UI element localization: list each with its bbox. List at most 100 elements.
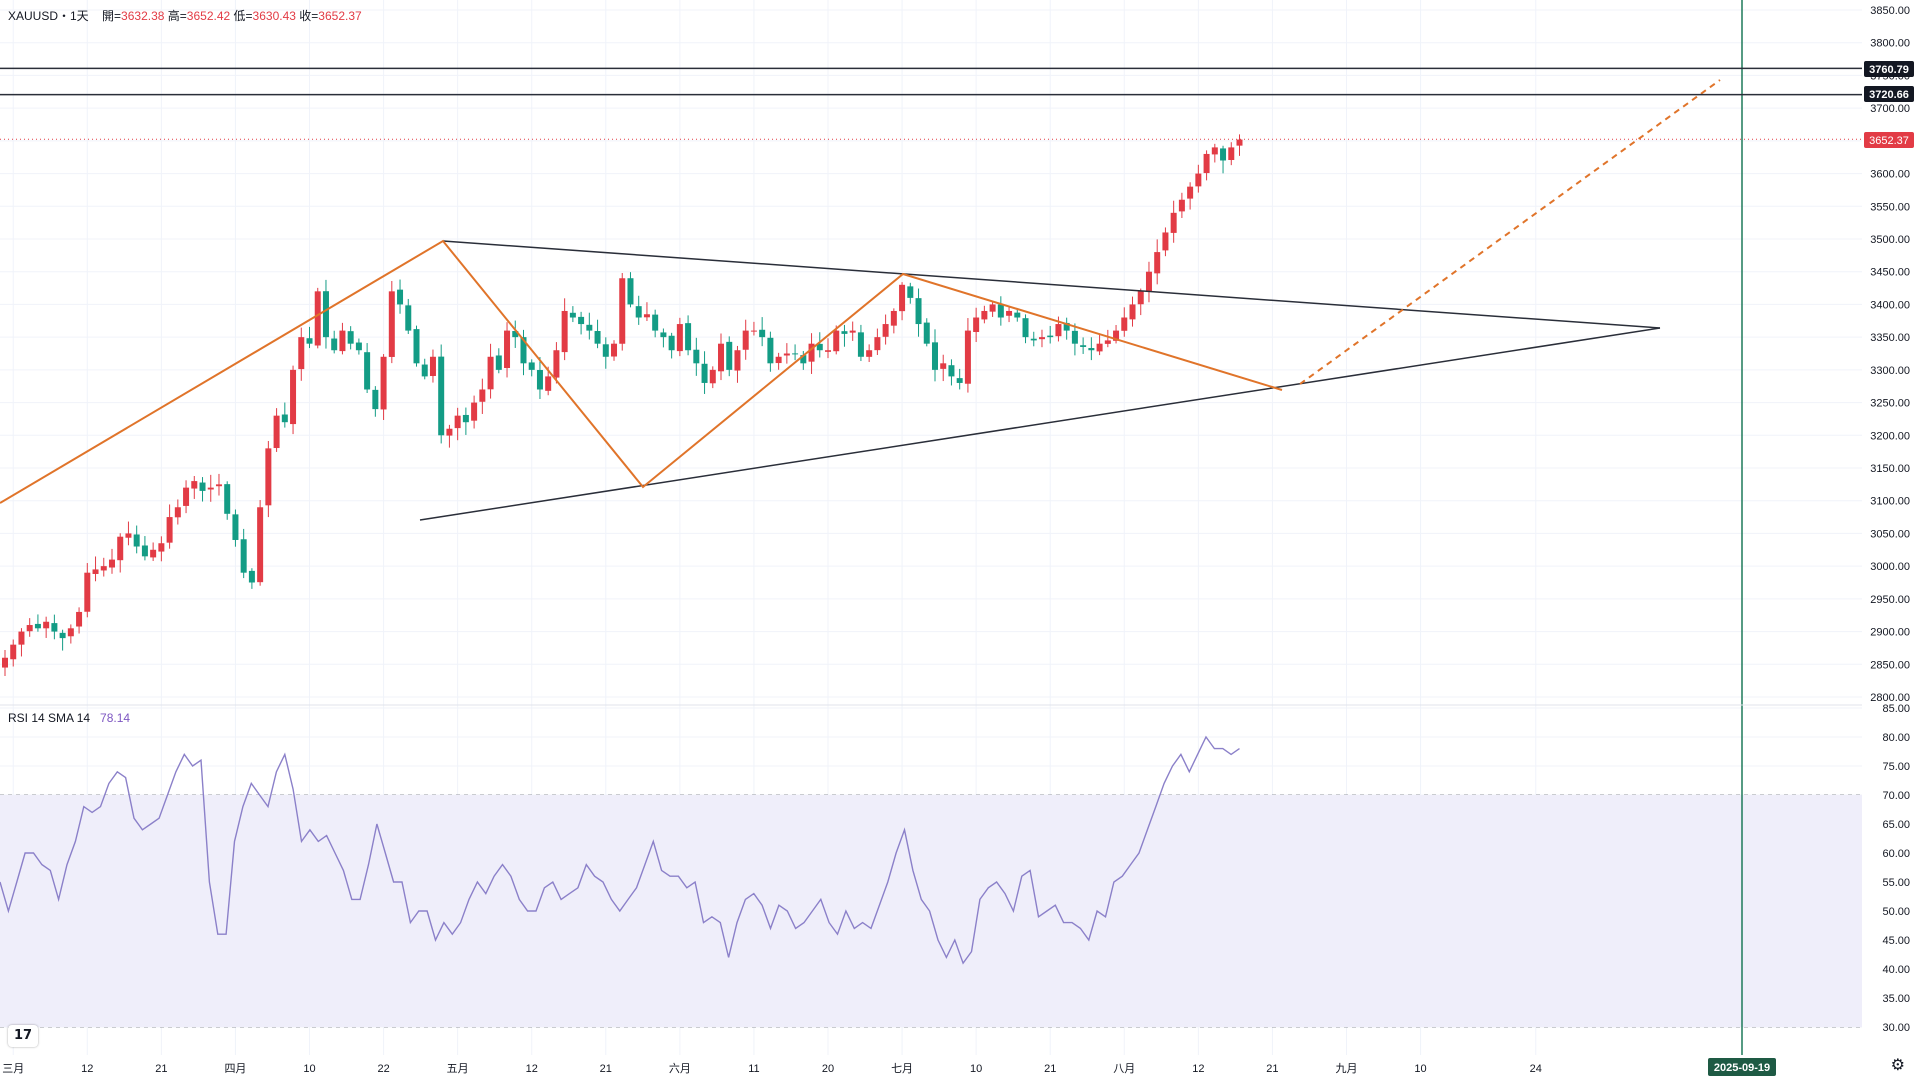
candle-body xyxy=(1113,330,1120,341)
candle-body xyxy=(709,369,716,384)
candle-body xyxy=(1014,312,1021,318)
candle-body xyxy=(76,611,83,627)
candle-body xyxy=(849,330,856,333)
candle-body xyxy=(1055,324,1062,337)
price-label-line-a: 3760.79 xyxy=(1869,64,1909,76)
candle-body xyxy=(561,310,568,353)
candle-body xyxy=(290,369,297,425)
candle-body xyxy=(265,448,272,506)
time-tick-label: 八月 xyxy=(1113,1063,1135,1075)
candle-body xyxy=(454,415,461,429)
price-label-line-b-bg xyxy=(1864,86,1914,102)
candle-body xyxy=(1129,304,1136,320)
candle-body xyxy=(240,539,247,573)
candle-body xyxy=(174,507,181,518)
candle-body xyxy=(643,314,650,318)
candle-body xyxy=(108,559,115,568)
rsi-tick-label: 70.00 xyxy=(1882,790,1910,802)
candle-body xyxy=(750,330,757,332)
candle-body xyxy=(1236,139,1243,146)
candle-body xyxy=(421,364,428,377)
time-tick-label: 三月 xyxy=(2,1063,24,1075)
time-tick-label: 九月 xyxy=(1335,1062,1357,1075)
candle-body xyxy=(611,343,618,357)
candle-body xyxy=(948,365,955,377)
candle-body xyxy=(2,657,8,668)
low-value: 3630.43 xyxy=(252,9,296,23)
candle-body xyxy=(594,331,601,344)
candle-body xyxy=(775,356,782,364)
candle-body xyxy=(923,322,930,344)
candle-body xyxy=(652,314,659,331)
price-label-line-b: 3720.66 xyxy=(1869,89,1909,101)
candle-body xyxy=(331,338,338,351)
breakout-projection-dashed-line[interactable] xyxy=(1299,79,1721,385)
candle-body xyxy=(281,414,288,423)
price-tick-label: 3350.00 xyxy=(1870,332,1910,344)
candle-body xyxy=(627,278,634,305)
rsi-tick-label: 75.00 xyxy=(1882,761,1910,773)
candle-body xyxy=(973,317,980,333)
rsi-tick-label: 80.00 xyxy=(1882,732,1910,744)
rsi-legend[interactable]: RSI 14 SMA 14 78.14 xyxy=(8,711,130,725)
candle-body xyxy=(685,323,692,351)
candle-body xyxy=(1104,340,1111,344)
tradingview-logo-icon[interactable]: 17 xyxy=(8,1025,38,1047)
triangle-upper-trendline[interactable] xyxy=(442,240,1661,329)
rsi-tick-label: 85.00 xyxy=(1882,703,1910,715)
high-value: 3652.42 xyxy=(186,9,231,23)
time-tick-label: 10 xyxy=(1414,1063,1426,1075)
candle-body xyxy=(907,286,914,298)
time-tick-label: 22 xyxy=(377,1063,389,1075)
candle-body xyxy=(668,335,675,351)
price-tick-label: 3850.00 xyxy=(1870,5,1910,17)
chart-drawings xyxy=(0,0,1743,1055)
candle-body xyxy=(306,338,313,344)
price-tick-label: 3700.00 xyxy=(1870,103,1910,115)
candle-body xyxy=(619,278,626,344)
candle-body xyxy=(545,376,552,391)
candle-body xyxy=(207,487,214,490)
candle-body xyxy=(471,402,478,421)
candle-body xyxy=(1228,147,1235,161)
candle-body xyxy=(495,355,502,370)
candle-body xyxy=(676,324,683,352)
rsi-tick-label: 55.00 xyxy=(1882,877,1910,889)
triangle-lower-trendline[interactable] xyxy=(419,327,1661,521)
candle-body xyxy=(553,350,560,378)
candle-body xyxy=(257,507,264,583)
candle-body xyxy=(833,330,840,352)
date-label-bg xyxy=(1708,1058,1776,1076)
zigzag-pattern-line[interactable] xyxy=(0,239,1283,504)
rsi-line xyxy=(0,735,1240,965)
candle-body xyxy=(1203,153,1210,174)
candle-body xyxy=(34,623,41,629)
time-axis[interactable]: 三月 12 21 四月 10 22 五月 12 21 六月 11 20 七月 10 21 八月 12 21 九月 10… xyxy=(2,1062,1542,1075)
candle-body xyxy=(1178,199,1185,212)
time-tick-label: 20 xyxy=(822,1063,834,1075)
gear-icon[interactable]: ⚙ xyxy=(1890,1057,1905,1074)
candle-body xyxy=(783,353,790,356)
candle-body xyxy=(931,342,938,370)
rsi-overbought-oversold-band xyxy=(0,795,1862,1027)
symbol-title[interactable]: XAUUSD・1天 xyxy=(8,9,89,23)
candle-body xyxy=(224,484,231,514)
candle-body xyxy=(989,304,996,312)
candle-body xyxy=(397,289,404,305)
candle-body xyxy=(578,316,585,325)
candle-body xyxy=(767,337,774,364)
price-tick-label: 3000.00 xyxy=(1870,561,1910,573)
time-tick-label: 五月 xyxy=(447,1063,469,1075)
price-tick-label: 3550.00 xyxy=(1870,201,1910,213)
candle-body xyxy=(1162,232,1169,251)
time-tick-label: 21 xyxy=(600,1063,612,1075)
candle-body xyxy=(808,343,815,362)
candle-body xyxy=(380,356,387,410)
candle-body xyxy=(602,344,609,357)
candle-body xyxy=(792,353,799,355)
candle-body xyxy=(718,343,725,372)
price-axis[interactable]: 2800.00 2850.00 2900.00 2950.00 3000.00 3050.… xyxy=(1870,5,1910,704)
candle-body xyxy=(734,350,741,371)
candle-body xyxy=(841,331,848,334)
